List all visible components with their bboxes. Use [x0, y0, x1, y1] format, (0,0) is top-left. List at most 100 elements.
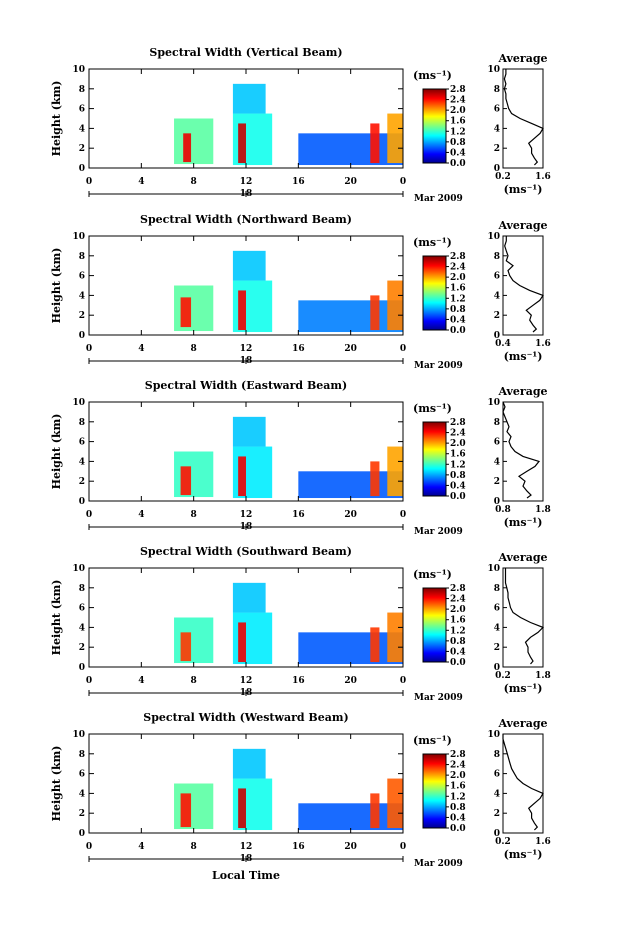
heatmap-cell — [387, 113, 403, 164]
profile-unit: (ms⁻¹) — [504, 516, 543, 529]
profile-y-tick-label: 2 — [494, 643, 500, 653]
heatmap-cell — [387, 612, 403, 663]
colorbar-tick-label: 0.4 — [450, 813, 466, 823]
heatmap-cell — [232, 416, 266, 447]
profile-title: Average — [497, 219, 547, 232]
colorbar-tick-label: 2.4 — [450, 263, 466, 273]
colorbar-tick-label: 0.8 — [450, 305, 466, 315]
profile-line — [502, 734, 544, 831]
x-tick-label: 4 — [138, 510, 144, 520]
x-tick-label: 8 — [191, 344, 197, 354]
heatmap-cell — [298, 300, 403, 333]
y-tick-label: 10 — [72, 564, 85, 574]
x-axis-label: Local Time — [212, 869, 280, 882]
profile-y-tick-label: 4 — [494, 457, 500, 467]
x-tick-label: 12 — [240, 676, 253, 686]
heatmap-cell — [238, 622, 246, 663]
profile-title: Average — [497, 717, 547, 730]
x-tick-label: 0 — [86, 842, 92, 852]
y-tick-label: 8 — [79, 85, 85, 95]
profile-x-tick-label: 1.8 — [535, 505, 551, 515]
x-tick-label: 8 — [191, 510, 197, 520]
colorbar-tick-label: 1.2 — [450, 127, 466, 137]
y-tick-label: 0 — [79, 331, 85, 341]
profile-y-tick-label: 4 — [494, 789, 500, 799]
profile-y-tick-label: 2 — [494, 477, 500, 487]
profile-y-tick-label: 8 — [494, 85, 500, 95]
profile-title: Average — [497, 385, 547, 398]
profile-frame — [502, 235, 544, 336]
profile-line — [504, 236, 544, 333]
colorbar-tick-label: 1.2 — [450, 792, 466, 802]
x-tick-label: 16 — [292, 177, 305, 187]
x-tick-label: 0 — [400, 676, 406, 686]
profile-x-tick-label: 1.6 — [535, 339, 551, 349]
colorbar-tick-label: 1.2 — [450, 626, 466, 636]
heatmap-cell — [387, 280, 403, 331]
colorbar-unit: (ms⁻¹) — [413, 236, 452, 249]
colorbar-tick-label: 2.8 — [450, 252, 466, 262]
colorbar-tick-label: 0.4 — [450, 481, 466, 491]
colorbar-tick-label: 1.2 — [450, 294, 466, 304]
x-tick-label: 12 — [240, 344, 253, 354]
y-tick-label: 8 — [79, 750, 85, 760]
profile-x-tick-label: 1.8 — [535, 671, 551, 681]
profile-y-tick-label: 6 — [494, 272, 500, 282]
x-tick-label: 4 — [138, 842, 144, 852]
colorbar-tick-label: 2.8 — [450, 584, 466, 594]
x-tick-label: 20 — [344, 510, 357, 520]
profile-y-tick-label: 4 — [494, 623, 500, 633]
colorbar-tick-label: 0.4 — [450, 148, 466, 158]
x-tick-label: 4 — [138, 344, 144, 354]
profile-y-tick-label: 0 — [494, 663, 500, 673]
colorbar — [422, 255, 447, 331]
heatmap-cell — [232, 582, 266, 613]
profile-y-tick-label: 0 — [494, 497, 500, 507]
profile-y-tick-label: 10 — [487, 65, 500, 75]
y-tick-label: 0 — [79, 497, 85, 507]
y-tick-label: 0 — [79, 663, 85, 673]
y-tick-label: 4 — [79, 124, 85, 134]
colorbar-tick-label: 2.0 — [450, 273, 466, 283]
date-marker: 18 — [240, 189, 253, 199]
heatmap-cell — [238, 456, 246, 497]
date-marker: 18 — [240, 522, 253, 532]
profile-y-tick-label: 6 — [494, 604, 500, 614]
colorbar-tick-label: 1.6 — [450, 117, 466, 127]
profile-y-tick-label: 4 — [494, 291, 500, 301]
profile-line — [503, 69, 544, 166]
date-label: Mar 2009 — [414, 361, 463, 371]
colorbar-unit: (ms⁻¹) — [413, 402, 452, 415]
y-tick-label: 2 — [79, 643, 85, 653]
panel-title: Spectral Width (Westward Beam) — [143, 711, 348, 724]
x-tick-label: 0 — [400, 177, 406, 187]
y-tick-label: 8 — [79, 252, 85, 262]
profile-y-tick-label: 2 — [494, 144, 500, 154]
heatmap-cell — [298, 632, 403, 665]
heatmap-cell — [298, 803, 403, 831]
x-tick-label: 0 — [86, 177, 92, 187]
x-tick-label: 0 — [86, 510, 92, 520]
colorbar-tick-label: 0.8 — [450, 138, 466, 148]
colorbar-tick-label: 2.0 — [450, 439, 466, 449]
colorbar-tick-label: 0.8 — [450, 803, 466, 813]
colorbar-tick-label: 2.0 — [450, 106, 466, 116]
y-tick-label: 6 — [79, 105, 85, 115]
colorbar-tick-label: 1.6 — [450, 616, 466, 626]
colorbar-tick-label: 0.8 — [450, 637, 466, 647]
x-tick-label: 20 — [344, 344, 357, 354]
x-tick-label: 20 — [344, 842, 357, 852]
profile-y-tick-label: 8 — [494, 584, 500, 594]
y-tick-label: 10 — [72, 65, 85, 75]
y-tick-label: 0 — [79, 829, 85, 839]
colorbar-tick-label: 0.0 — [450, 326, 466, 336]
heatmap-cell — [238, 123, 246, 164]
profile-frame — [502, 567, 544, 668]
y-tick-label: 6 — [79, 604, 85, 614]
x-tick-label: 4 — [138, 676, 144, 686]
heatmap-cell — [370, 627, 380, 663]
heatmap-cell — [238, 788, 246, 829]
colorbar-tick-label: 0.8 — [450, 471, 466, 481]
profile-frame — [502, 68, 544, 169]
